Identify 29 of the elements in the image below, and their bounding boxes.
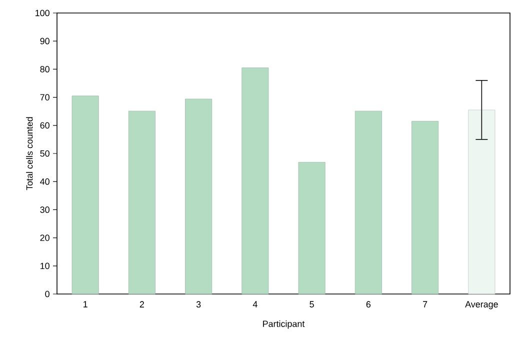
y-tick-label: 30 — [40, 206, 50, 213]
y-axis-title: Total cells counted — [26, 117, 33, 190]
bar — [128, 110, 156, 294]
x-axis-title: Participant — [263, 320, 305, 329]
y-tick-label: 40 — [40, 178, 50, 185]
bar — [242, 68, 269, 294]
bar — [354, 110, 382, 294]
x-tick-label: 6 — [366, 301, 371, 308]
y-tick-label: 0 — [45, 290, 50, 298]
x-tick-label: 5 — [310, 301, 314, 308]
bar — [185, 98, 212, 294]
y-tick-label: 80 — [40, 66, 50, 72]
x-tick-label: 7 — [423, 301, 428, 308]
bar — [72, 96, 99, 294]
x-tick-label: Average — [465, 301, 498, 310]
bar — [412, 120, 439, 294]
y-tick-label: 10 — [40, 262, 50, 270]
y-tick-label: 70 — [40, 94, 50, 100]
bar — [468, 110, 496, 294]
x-tick-label: 1 — [84, 301, 88, 308]
y-tick-label: 90 — [40, 38, 50, 44]
bar — [298, 162, 326, 294]
x-tick-label: 3 — [196, 301, 201, 308]
x-tick-label: 2 — [140, 301, 144, 308]
y-tick-label: 60 — [40, 122, 50, 129]
x-tick-label: 4 — [252, 301, 258, 308]
y-tick-label: 20 — [40, 234, 50, 241]
y-tick-label: 50 — [40, 150, 50, 157]
y-tick-label: 100 — [36, 10, 50, 16]
